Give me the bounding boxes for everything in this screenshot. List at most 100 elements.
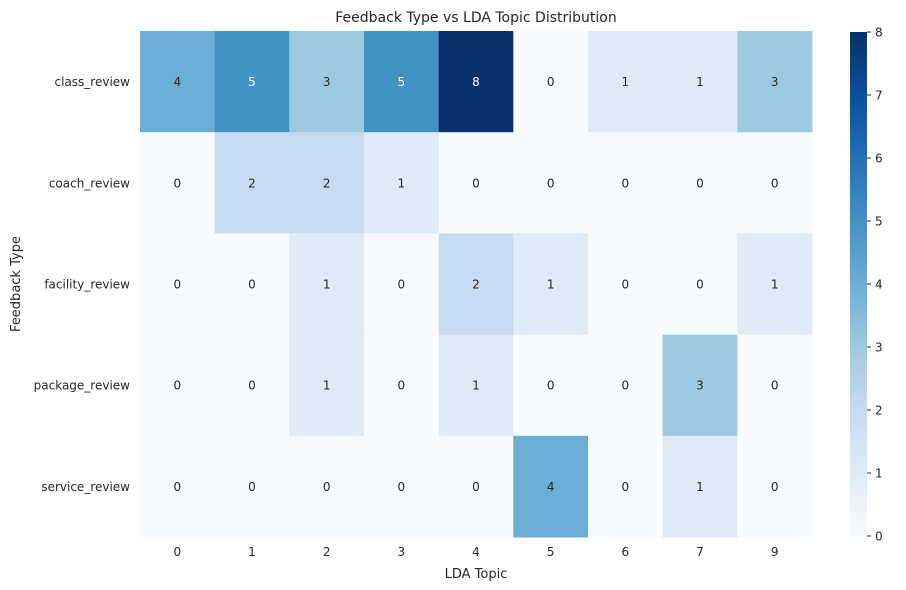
colorbar-tick-label: 0 [875, 530, 883, 544]
heatmap-cell-label: 0 [622, 176, 630, 190]
heatmap-cell-label: 5 [248, 75, 256, 89]
heatmap-cell [214, 132, 290, 234]
heatmap-cell-label: 0 [174, 379, 182, 393]
heatmap-cell [588, 435, 664, 538]
heatmap-cell [140, 132, 216, 234]
heatmap-cell [438, 132, 514, 234]
heatmap-cell [588, 334, 664, 437]
chart-title: Feedback Type vs LDA Topic Distribution [335, 10, 616, 26]
heatmap-cell [364, 233, 440, 336]
heatmap-cell-label: 0 [174, 176, 182, 190]
heatmap-cell [588, 132, 664, 234]
colorbar-tick-label: 7 [875, 89, 883, 103]
x-tick-label: 0 [174, 545, 182, 559]
heatmap-cell [214, 334, 290, 437]
heatmap-cell [214, 31, 290, 133]
x-tick-label: 5 [547, 545, 555, 559]
heatmap-cell [737, 334, 813, 437]
y-tick-label: class_review [55, 75, 131, 89]
heatmap-cell [289, 31, 365, 133]
heatmap-cell [140, 233, 216, 336]
heatmap-cell-label: 0 [771, 176, 779, 190]
heatmap-cell [513, 334, 589, 437]
heatmap-cell-label: 0 [323, 480, 331, 494]
y-tick-label: package_review [34, 379, 131, 393]
heatmap-cell-label: 1 [323, 379, 331, 393]
heatmap-cell-label: 3 [696, 379, 704, 393]
heatmap-cell-label: 1 [472, 379, 480, 393]
heatmap-cell [438, 31, 514, 133]
heatmap-cell-label: 1 [547, 278, 555, 292]
heatmap-cell-label: 8 [472, 75, 480, 89]
y-axis-ticks: class_review coach_review facility_reviewp… [34, 75, 131, 494]
colorbar-tick-label: 5 [875, 215, 883, 229]
heatmap-cell-label: 4 [174, 75, 182, 89]
x-tick-label: 6 [622, 545, 630, 559]
x-tick-label: 7 [696, 545, 704, 559]
heatmap-cell-label: 4 [547, 480, 555, 494]
heatmap-cell-label: 3 [323, 75, 331, 89]
heatmap-cell-label: 1 [323, 278, 331, 292]
y-axis-label: Feedback Type [9, 236, 24, 332]
colorbar-tick-label: 1 [875, 467, 883, 481]
y-tick-label: coach_review [49, 176, 130, 190]
heatmap-cell [364, 334, 440, 437]
heatmap-cell-label: 2 [472, 278, 480, 292]
x-axis-ticks: 0 1 2 3 4 5 6 7 9 [174, 545, 779, 559]
x-tick-label: 4 [472, 545, 480, 559]
heatmap-cell [364, 132, 440, 234]
heatmap-cell-label: 0 [696, 278, 704, 292]
heatmap-cell-label: 0 [248, 480, 256, 494]
heatmap-cell-label: 0 [398, 480, 406, 494]
colorbar-tick-label: 3 [875, 341, 883, 355]
heatmap-cell [513, 435, 589, 538]
heatmap-cell-label: 2 [248, 176, 256, 190]
heatmap-cell [140, 435, 216, 538]
heatmap-cell [662, 233, 738, 336]
heatmap-cell-label: 0 [174, 480, 182, 494]
heatmap-cell-label: 0 [248, 278, 256, 292]
heatmap-cell [438, 233, 514, 336]
heatmap-cell [289, 233, 365, 336]
heatmap-cell-label: 0 [472, 176, 480, 190]
x-tick-label: 1 [248, 545, 256, 559]
x-axis-label: LDA Topic [445, 567, 508, 582]
heatmap-cell-label: 0 [622, 379, 630, 393]
heatmap-cell-label: 1 [622, 75, 630, 89]
heatmap-cell-label: 1 [696, 75, 704, 89]
heatmap-cell-label: 0 [771, 379, 779, 393]
heatmap-cell [289, 334, 365, 437]
heatmap-cell-label: 0 [771, 480, 779, 494]
colorbar-tick-label: 8 [875, 26, 883, 40]
y-tick-label: facility_review [44, 278, 130, 292]
heatmap-cell [737, 435, 813, 538]
heatmap-cell-label: 0 [398, 278, 406, 292]
heatmap-cells [140, 31, 813, 538]
heatmap-cell [513, 132, 589, 234]
heatmap-cell-label: 0 [472, 480, 480, 494]
heatmap-cell [438, 334, 514, 437]
colorbar-tick-label: 2 [875, 404, 883, 418]
heatmap-cell-label: 0 [622, 480, 630, 494]
y-tick-label: service_review [41, 480, 130, 494]
heatmap-cell-labels: 4 5 3 5 8 0 1 1 3 0 2 2 1 0 0 0 0 0 0 0 1 0 2 1 0 0 1 0 0 1 0 1 0 0 3 0 0 0 0 0… [174, 75, 779, 494]
x-tick-label: 3 [398, 545, 406, 559]
colorbar-tick-label: 6 [875, 152, 883, 166]
heatmap-cell-label: 2 [323, 176, 331, 190]
heatmap-cell-label: 0 [398, 379, 406, 393]
heatmap-cell [737, 31, 813, 133]
heatmap-cell [438, 435, 514, 538]
heatmap-cell [513, 31, 589, 133]
heatmap-cell [364, 31, 440, 133]
heatmap-cell-label: 1 [771, 278, 779, 292]
heatmap-cell-label: 0 [696, 176, 704, 190]
heatmap-cell-label: 0 [622, 278, 630, 292]
heatmap-cell [737, 132, 813, 234]
heatmap-cell-label: 0 [547, 379, 555, 393]
heatmap-cell [662, 334, 738, 437]
heatmap-cell [662, 31, 738, 133]
heatmap-cell-label: 3 [771, 75, 779, 89]
heatmap-cell [662, 132, 738, 234]
colorbar-ticks: 0 1 2 3 4 5 6 7 8 [867, 26, 883, 544]
